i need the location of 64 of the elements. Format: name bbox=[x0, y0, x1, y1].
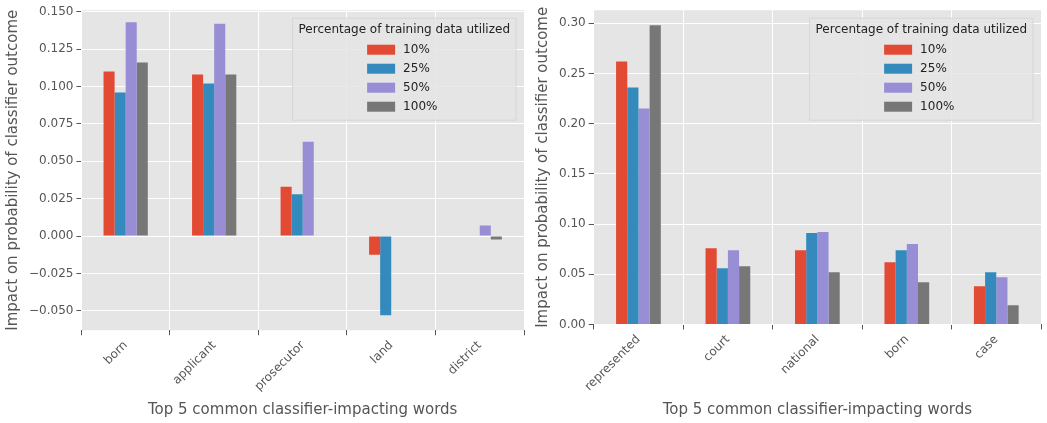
y-tick-label: 0.25 bbox=[559, 65, 586, 80]
legend-label: 50% bbox=[403, 79, 430, 94]
legend-title: Percentage of training data utilized bbox=[298, 22, 510, 37]
legend-label: 10% bbox=[920, 41, 947, 56]
bar bbox=[114, 92, 126, 236]
bar bbox=[125, 22, 137, 236]
bar bbox=[616, 61, 628, 324]
bar bbox=[192, 74, 204, 236]
bar bbox=[627, 87, 639, 324]
y-tick-label: −0.025 bbox=[28, 265, 74, 280]
y-tick-label: 0.125 bbox=[39, 41, 74, 56]
bar bbox=[906, 244, 918, 324]
bar bbox=[806, 233, 818, 324]
bar bbox=[727, 250, 740, 324]
bar bbox=[817, 232, 829, 324]
bar bbox=[716, 268, 728, 324]
legend-label: 50% bbox=[920, 79, 947, 94]
y-tick-label: 0.30 bbox=[559, 15, 586, 30]
y-axis-title: Impact on probability of classifier outcome bbox=[2, 9, 21, 331]
bar bbox=[225, 74, 237, 236]
y-tick-label: 0.20 bbox=[559, 115, 586, 130]
legend-label: 25% bbox=[920, 60, 947, 75]
bar bbox=[649, 25, 661, 324]
bar bbox=[828, 272, 840, 324]
legend-title: Percentage of training data utilized bbox=[815, 22, 1027, 37]
y-axis-title: Impact on probability of classifier outcome bbox=[532, 6, 551, 328]
y-tick-label: 0.000 bbox=[39, 228, 74, 243]
bar bbox=[214, 23, 226, 236]
x-axis-title: Top 5 common classifier-impacting words bbox=[146, 399, 458, 418]
bar bbox=[369, 236, 381, 255]
bar bbox=[302, 141, 314, 236]
bar bbox=[895, 250, 907, 324]
bar bbox=[918, 282, 930, 324]
y-tick-label: 0.15 bbox=[559, 165, 586, 180]
legend-label: 100% bbox=[403, 98, 438, 113]
bar bbox=[103, 71, 115, 236]
y-tick-label: 0.150 bbox=[39, 3, 74, 18]
y-tick-label: 0.075 bbox=[39, 115, 74, 130]
bar bbox=[1007, 305, 1019, 324]
legend-label: 100% bbox=[920, 98, 955, 113]
y-tick-label: 0.100 bbox=[39, 78, 74, 93]
y-tick-label: 0.05 bbox=[559, 266, 586, 281]
y-tick-label: 0.025 bbox=[39, 190, 74, 205]
bar bbox=[739, 266, 751, 324]
y-tick-label: −0.050 bbox=[28, 302, 74, 317]
legend-label: 25% bbox=[403, 60, 430, 75]
bar bbox=[479, 225, 491, 236]
legend-label: 10% bbox=[403, 41, 430, 56]
bar bbox=[973, 286, 986, 324]
bar bbox=[203, 83, 215, 236]
bar bbox=[705, 248, 717, 324]
bar bbox=[884, 262, 896, 324]
bar bbox=[795, 250, 807, 324]
bar bbox=[280, 186, 292, 236]
x-axis-title: Top 5 common classifier-impacting words bbox=[661, 399, 973, 418]
bar bbox=[985, 272, 997, 324]
bar bbox=[380, 236, 392, 316]
bar bbox=[638, 108, 650, 324]
y-tick-label: 0.10 bbox=[559, 216, 586, 231]
bar bbox=[996, 277, 1008, 324]
y-tick-label: 0.00 bbox=[559, 316, 586, 331]
y-tick-label: 0.050 bbox=[39, 153, 74, 168]
bar bbox=[136, 62, 148, 236]
bar bbox=[291, 194, 303, 236]
